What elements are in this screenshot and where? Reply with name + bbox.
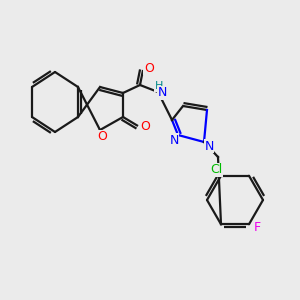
Text: N: N	[157, 86, 167, 100]
Text: N: N	[169, 134, 179, 146]
Text: O: O	[144, 61, 154, 74]
Text: O: O	[97, 130, 107, 143]
Text: Cl: Cl	[210, 163, 222, 176]
Text: H: H	[155, 81, 163, 91]
Text: F: F	[254, 221, 261, 234]
Text: N: N	[204, 140, 214, 152]
Text: O: O	[140, 119, 150, 133]
